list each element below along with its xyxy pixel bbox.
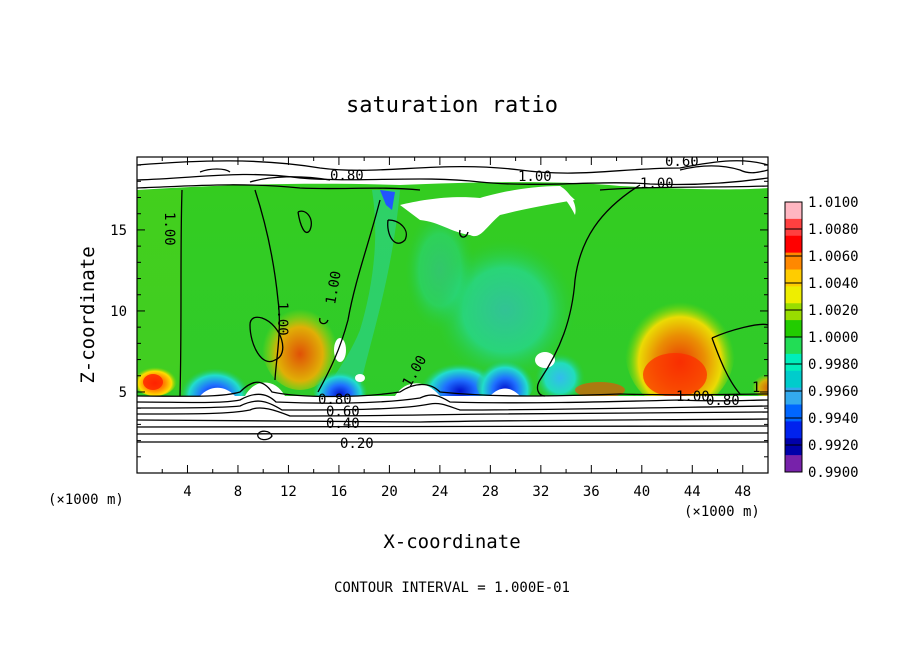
x-tick-label: 20 <box>381 484 398 500</box>
colorbar-label: 0.9900 <box>808 465 859 481</box>
colorbar-swatch <box>785 303 802 321</box>
colorbar-label: 1.0080 <box>808 222 859 238</box>
colorbar-swatch <box>785 235 802 254</box>
colorbar-label: 0.9940 <box>808 411 859 427</box>
y-tick-label: 5 <box>119 385 127 401</box>
colorbar-swatch <box>785 286 802 304</box>
contour-label: 0.80 <box>318 392 352 408</box>
colorbar-label: 1.0040 <box>808 276 859 292</box>
colorbar-swatch <box>785 438 802 456</box>
x-tick-label: 48 <box>734 484 751 500</box>
colorbar-label: 1.0020 <box>808 303 859 319</box>
contour-labels: 0.80 1.00 0.60 1.00 1.00 1.00 1.00 0.80 … <box>161 154 760 452</box>
contour-label: 1.00 <box>323 270 345 306</box>
contour-label: 1.00 <box>676 389 710 405</box>
colorbar-label: 1.0100 <box>808 195 859 211</box>
x-tick-label: 40 <box>633 484 650 500</box>
colorbar-swatch <box>785 387 802 405</box>
x-tick-label: 28 <box>482 484 499 500</box>
colorbar-swatch <box>785 202 802 220</box>
x-unit-left: (×1000 m) <box>48 492 124 508</box>
contour-label: 0.60 <box>665 154 699 170</box>
x-tick-label: 16 <box>330 484 347 500</box>
colorbar-swatch <box>785 320 802 338</box>
contour-label: 0.60 <box>326 404 360 420</box>
colorbar-label: 0.9920 <box>808 438 859 454</box>
colorbar-label: 0.9960 <box>808 384 859 400</box>
contour-label: 1.00 <box>161 212 177 246</box>
plot-frame <box>136 156 769 474</box>
y-axis: 5 10 15 <box>110 164 768 458</box>
x-tick-label: 24 <box>431 484 448 500</box>
colorbar-swatch <box>785 421 802 439</box>
colorbar-label: 0.9980 <box>808 357 859 373</box>
colorbar-swatch <box>785 404 802 422</box>
contour-label: 1.00 <box>640 176 674 192</box>
y-tick-label: 10 <box>110 304 127 320</box>
x-unit-right: (×1000 m) <box>684 504 760 520</box>
colorbar-label: 1.0060 <box>808 249 859 265</box>
x-axis-label: X-coordinate <box>383 531 520 553</box>
x-tick-label: 4 <box>183 484 191 500</box>
y-axis-label: Z-coordinate <box>77 246 99 383</box>
contour-label: 0.80 <box>706 393 740 409</box>
contour-interval-note: CONTOUR INTERVAL = 1.000E-01 <box>334 580 570 596</box>
contour-label: 1 <box>752 380 760 396</box>
colorbar-swatch <box>785 337 802 355</box>
colorbar-swatch <box>785 218 802 237</box>
x-tick-label: 8 <box>234 484 242 500</box>
contour-label: 0.20 <box>340 436 374 452</box>
x-tick-label: 12 <box>280 484 297 500</box>
colorbar-swatch <box>785 252 802 270</box>
colorbar-swatch <box>785 455 802 473</box>
x-axis: 4 8 12 16 20 24 28 32 36 40 44 48 <box>161 157 751 500</box>
x-tick-label: 44 <box>684 484 701 500</box>
plot-area: 0.80 1.00 0.60 1.00 1.00 1.00 1.00 0.80 … <box>137 154 768 473</box>
colorbar-label: 1.0000 <box>808 330 859 346</box>
colorbar: 1.0100 1.0080 1.0060 1.0040 1.0020 1.0000 0.99… <box>784 195 859 481</box>
contour-label: 0.80 <box>330 168 364 184</box>
colorbar-swatch <box>785 370 802 389</box>
y-tick-label: 15 <box>110 223 127 239</box>
x-tick-label: 36 <box>583 484 600 500</box>
contour-label: 0.40 <box>326 416 360 432</box>
chart-title: saturation ratio <box>346 93 558 118</box>
contour-label: 1.00 <box>518 169 552 185</box>
colorbar-swatch <box>785 353 802 372</box>
colorbar-swatch <box>785 269 802 287</box>
contour-label: 1.00 <box>274 302 290 336</box>
x-tick-label: 32 <box>532 484 549 500</box>
